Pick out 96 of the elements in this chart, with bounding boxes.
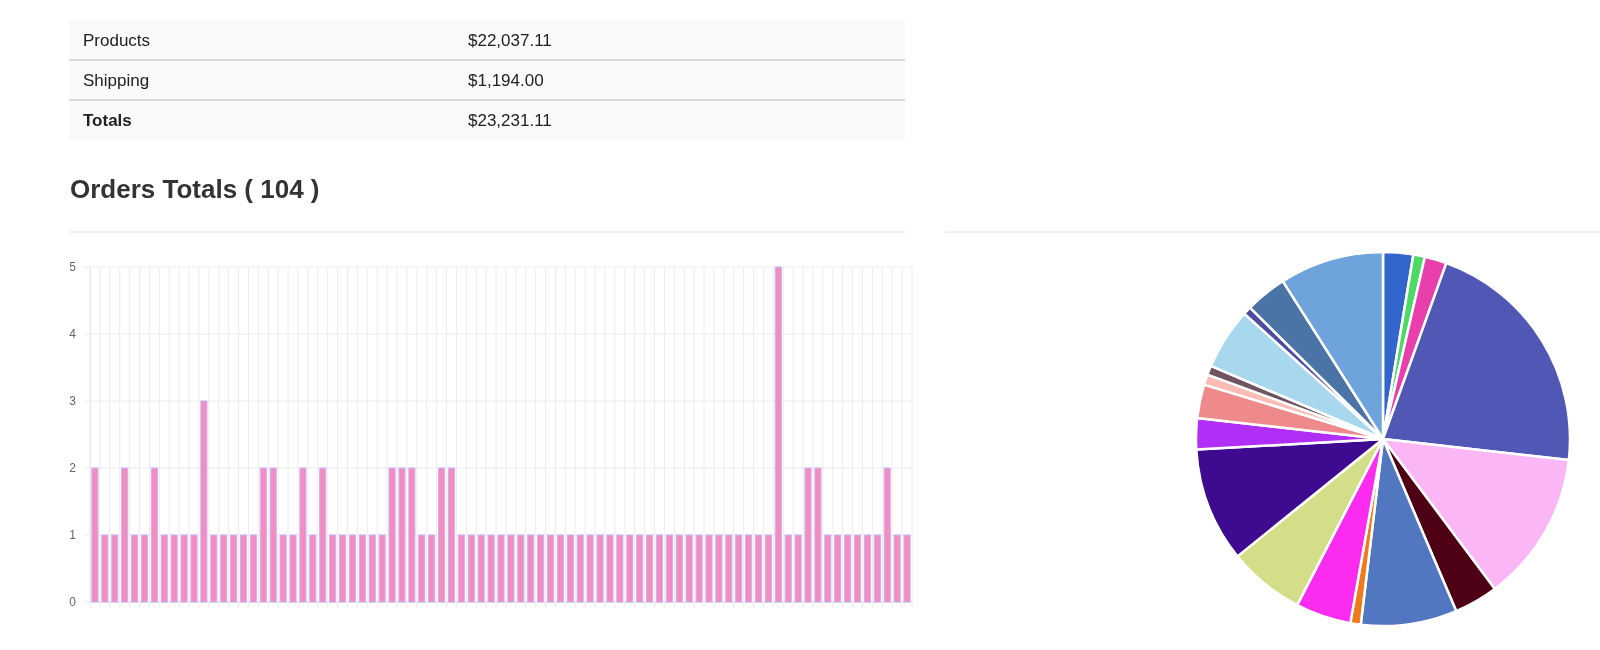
bar <box>239 534 248 603</box>
category-label: Totals <box>83 111 132 130</box>
bar <box>230 534 238 603</box>
bar <box>438 467 446 603</box>
bar <box>279 534 287 603</box>
bar <box>210 534 218 603</box>
bar <box>91 467 99 603</box>
bar <box>497 534 505 603</box>
bar <box>586 534 594 603</box>
bar <box>745 534 753 603</box>
bar <box>160 534 168 603</box>
bar <box>378 534 386 603</box>
bar <box>685 534 693 603</box>
category-label: Products <box>83 31 151 50</box>
bar <box>150 467 158 603</box>
y-tick-label: 2 <box>69 461 77 476</box>
bar <box>626 534 634 603</box>
bar <box>259 467 267 603</box>
bar <box>269 467 277 603</box>
bar <box>645 534 654 603</box>
bar <box>368 534 376 603</box>
data-label: $1,194.00 <box>468 71 544 90</box>
category-label: Shipping <box>83 71 150 90</box>
y-tick-label: 0 <box>69 595 77 610</box>
bar <box>507 534 515 603</box>
bar <box>338 534 347 603</box>
bar <box>675 534 683 603</box>
bar <box>428 534 436 603</box>
bar <box>764 534 772 603</box>
bar <box>200 400 208 603</box>
bar <box>299 467 307 603</box>
bar <box>556 534 564 603</box>
bar <box>467 534 475 603</box>
bar <box>111 534 119 603</box>
bar <box>844 534 852 603</box>
data-label: $23,231.11 <box>468 111 552 130</box>
bar <box>517 534 525 603</box>
bar <box>725 534 733 603</box>
bar <box>705 534 713 603</box>
chart-title: Orders Totals ( 104 ) <box>70 174 320 204</box>
y-tick-label: 4 <box>69 327 77 342</box>
data-label: $22,037.11 <box>468 31 552 50</box>
bar <box>140 534 149 603</box>
bar <box>477 534 485 603</box>
bar <box>774 266 782 603</box>
bar <box>834 534 842 603</box>
bar <box>537 534 545 603</box>
bar <box>418 534 426 603</box>
bar <box>348 534 357 603</box>
bar <box>180 534 188 603</box>
bar <box>655 534 664 603</box>
bar <box>824 534 832 603</box>
bar <box>636 534 644 603</box>
bar <box>527 534 535 603</box>
bar <box>695 534 703 603</box>
bar <box>903 534 911 603</box>
bar <box>873 534 881 603</box>
bar <box>309 534 317 603</box>
bar <box>794 534 802 603</box>
bar <box>101 534 109 603</box>
bar <box>408 467 416 603</box>
bar <box>131 534 139 603</box>
bar <box>566 534 574 603</box>
bar <box>398 467 406 603</box>
y-tick-label: 1 <box>69 528 77 543</box>
bar <box>616 534 624 603</box>
bar <box>457 534 465 603</box>
bar <box>121 467 129 603</box>
bar <box>863 534 871 603</box>
bar <box>715 534 723 603</box>
bar <box>606 534 614 603</box>
bar <box>388 467 396 603</box>
bar <box>576 534 584 603</box>
bar <box>220 534 228 603</box>
bar <box>329 534 337 603</box>
bar <box>814 467 822 603</box>
bar <box>784 534 792 603</box>
bar <box>319 467 327 603</box>
bar <box>853 534 862 603</box>
bar <box>596 534 604 603</box>
bar <box>883 467 891 603</box>
bar <box>893 534 901 603</box>
bar <box>546 534 555 603</box>
bar <box>735 534 743 603</box>
bar <box>289 534 297 603</box>
bar <box>170 534 178 603</box>
y-tick-label: 3 <box>69 394 77 409</box>
bar <box>487 534 495 603</box>
bar <box>804 467 812 603</box>
y-tick-label: 5 <box>69 260 77 275</box>
bar <box>190 534 198 603</box>
bar <box>358 534 366 603</box>
bar <box>447 467 456 603</box>
bar <box>754 534 763 603</box>
bar <box>665 534 673 603</box>
bar <box>249 534 257 603</box>
